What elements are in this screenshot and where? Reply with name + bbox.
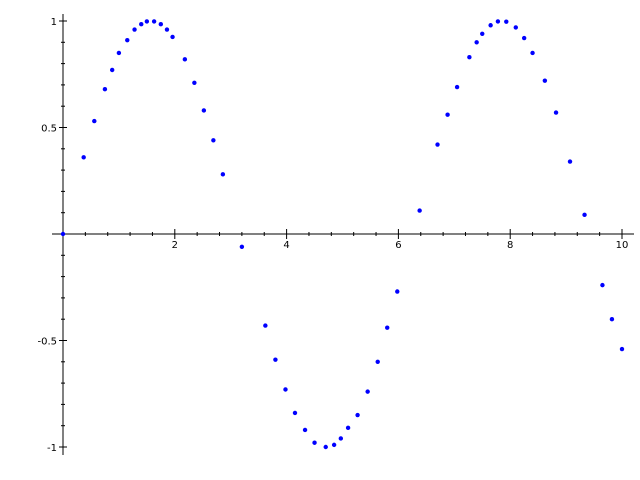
x-tick-label: 6 (395, 240, 401, 251)
data-point (454, 84, 460, 90)
data-point (445, 112, 450, 117)
data-point (170, 34, 175, 40)
data-point (139, 21, 144, 27)
data-point (144, 19, 150, 24)
data-point (92, 118, 97, 124)
data-point (283, 387, 288, 392)
data-point (338, 436, 344, 441)
y-tick-label: -0.5 (37, 337, 57, 348)
data-point (151, 19, 157, 24)
x-tick-label: 10 (616, 240, 629, 251)
data-point (263, 323, 268, 328)
data-point (609, 317, 615, 322)
data-point (417, 208, 422, 213)
data-point (345, 425, 351, 431)
data-point (542, 78, 548, 83)
data-point (513, 25, 518, 30)
data-point (60, 231, 66, 237)
data-point (211, 138, 216, 143)
data-point (582, 212, 587, 218)
data-point (365, 389, 370, 394)
data-point (375, 359, 380, 364)
data-point (273, 357, 278, 362)
data-point (81, 155, 86, 160)
ticks: 2 4 6 8 10 -1 -0.5 0.5 1 (37, 17, 628, 454)
x-tick-label: 2 (172, 240, 178, 251)
data-point (116, 50, 122, 56)
y-tick-label: -1 (47, 443, 57, 454)
data-point (302, 427, 308, 433)
data-point (385, 325, 390, 330)
data-point (474, 40, 479, 45)
data-point (192, 80, 197, 85)
data-point (600, 282, 605, 288)
data-point (530, 50, 535, 56)
data-point (125, 37, 130, 43)
data-point (567, 159, 573, 164)
data-points (60, 19, 625, 450)
data-point (201, 108, 207, 113)
data-point (182, 57, 188, 62)
data-point (553, 110, 559, 115)
data-point (488, 23, 493, 28)
y-tick-label: 1 (51, 17, 57, 28)
x-tick-label: 8 (507, 240, 513, 251)
data-point (467, 55, 472, 60)
data-point (480, 31, 485, 36)
data-point (158, 21, 164, 27)
x-tick-label: 4 (283, 240, 289, 251)
data-point (239, 244, 245, 249)
data-point (132, 27, 137, 32)
data-point (355, 412, 360, 418)
data-point (312, 440, 317, 445)
data-point (435, 142, 440, 147)
data-point (495, 19, 501, 24)
data-point (521, 35, 527, 41)
data-point (619, 346, 625, 352)
data-point (323, 444, 328, 450)
data-point (220, 172, 226, 177)
data-point (109, 67, 115, 73)
data-point (395, 289, 400, 294)
data-point (102, 86, 108, 92)
data-point (164, 27, 170, 32)
data-point (292, 410, 298, 416)
y-tick-label: 0.5 (41, 124, 57, 135)
data-point (504, 19, 509, 24)
data-point (331, 442, 337, 448)
